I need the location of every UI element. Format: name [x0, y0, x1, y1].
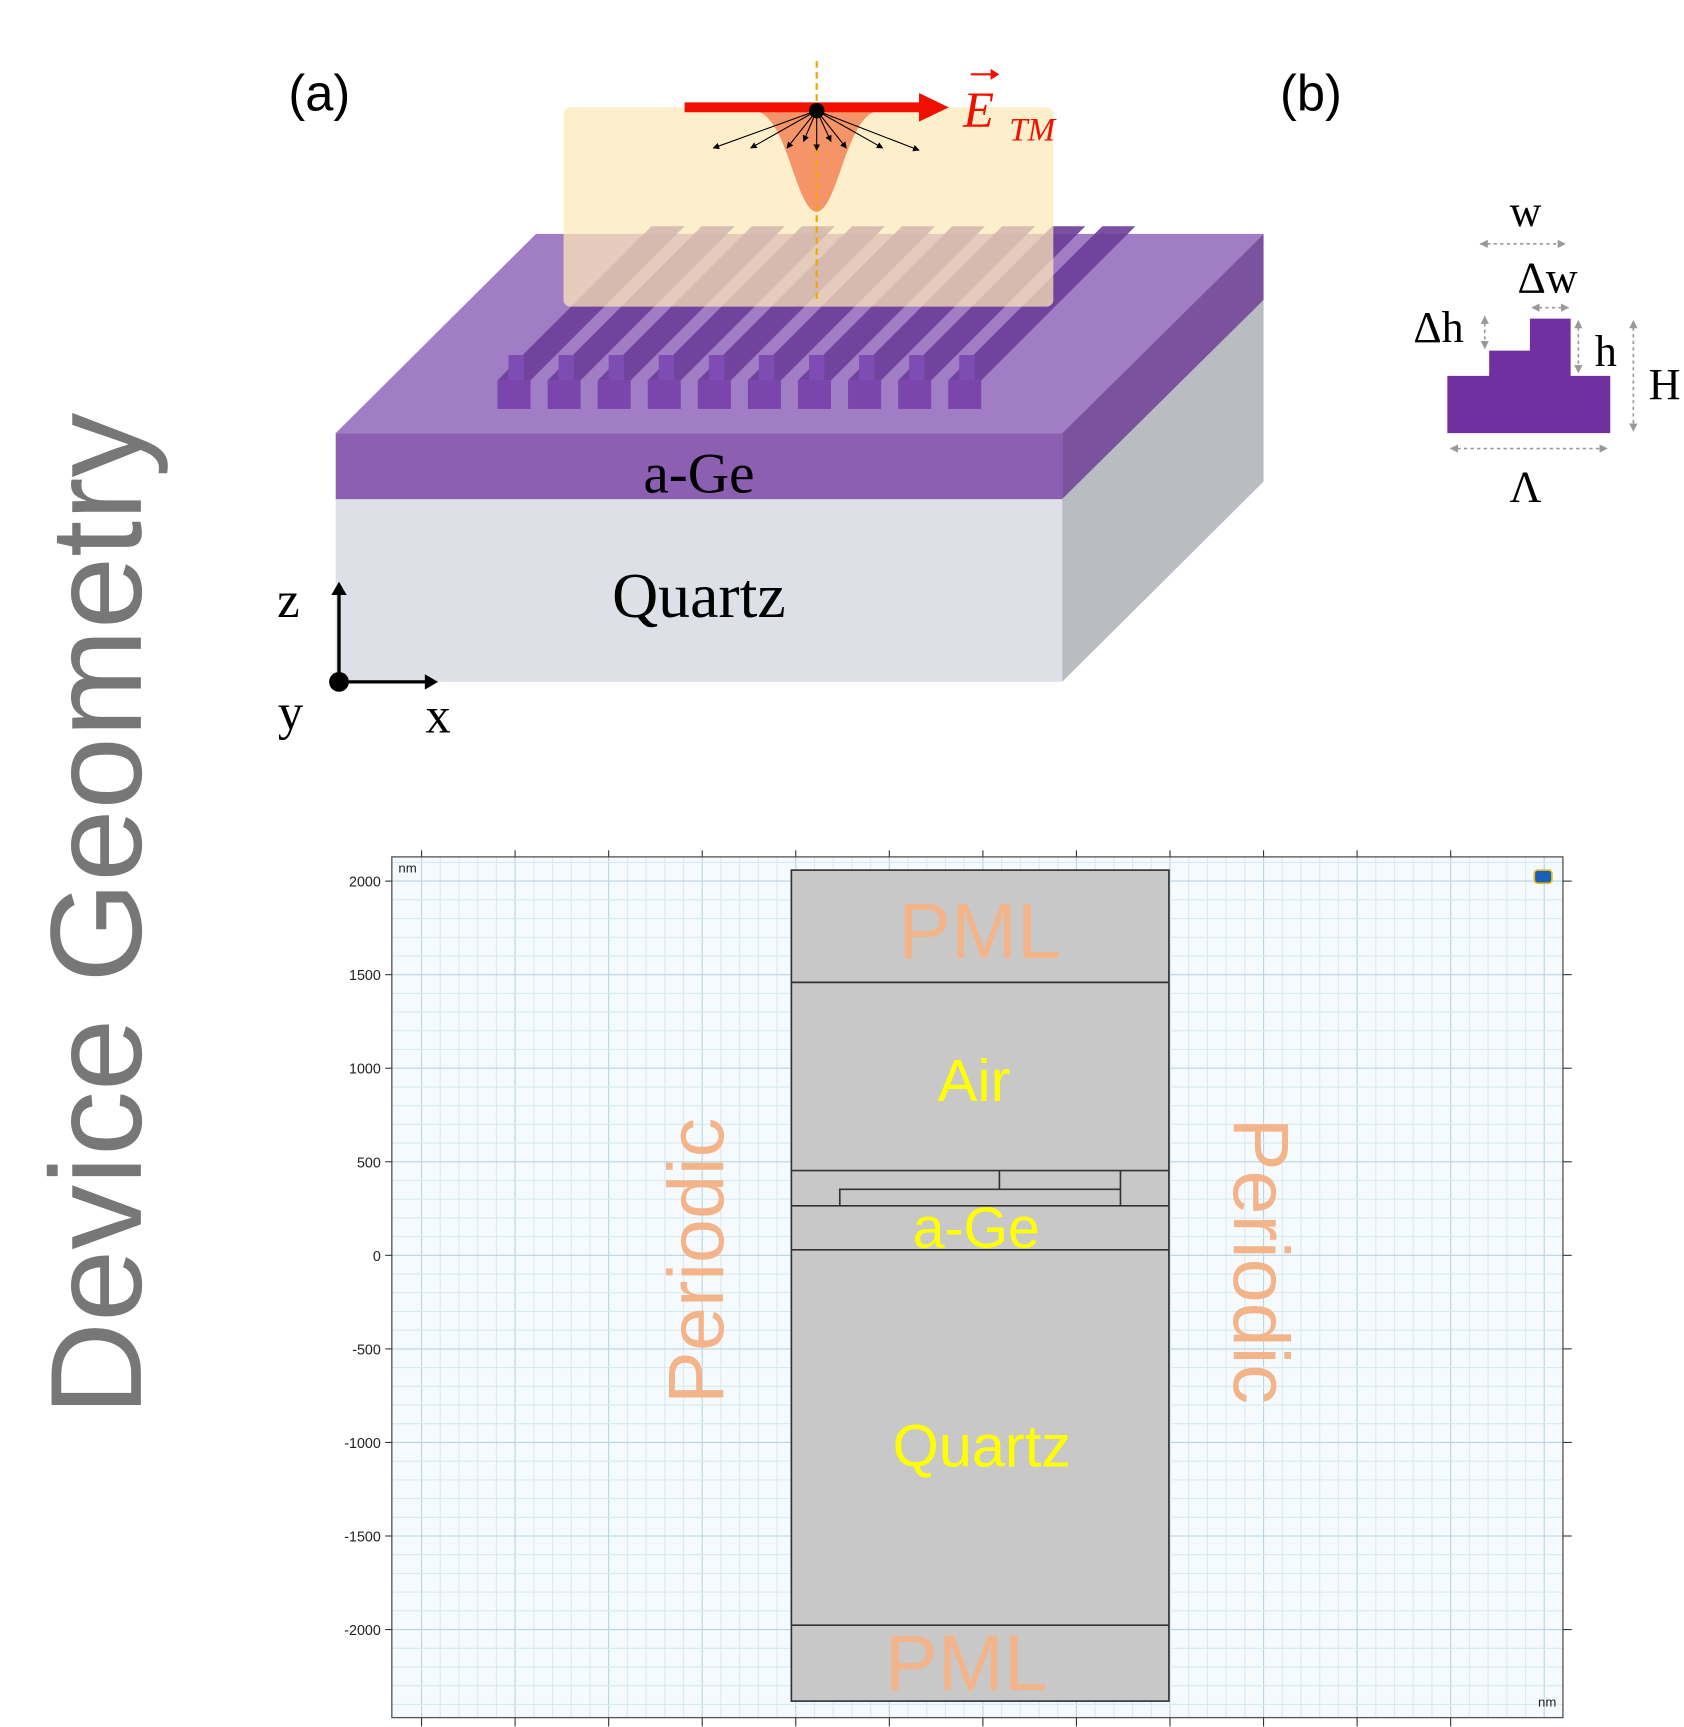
unit-cell — [1447, 319, 1610, 433]
grating-front — [798, 380, 831, 409]
region-label: Quartz — [893, 1413, 1071, 1480]
axis-label: z — [277, 572, 299, 628]
param-label: Δh — [1413, 303, 1463, 352]
y-tick-label: 1500 — [349, 968, 381, 984]
grating-front — [648, 380, 681, 409]
param-label: Λ — [1510, 462, 1542, 511]
panel-label: (a) — [288, 65, 350, 122]
field-subscript: TM — [1009, 112, 1056, 148]
grating-ridge — [559, 355, 574, 380]
grating-ridge — [659, 355, 674, 380]
source-point — [809, 103, 824, 118]
grating-ridge — [709, 355, 724, 380]
panel-a: (a) E TM a-Ge Quartz z y x — [277, 61, 1263, 743]
y-tick-label: 1000 — [349, 1062, 381, 1078]
grating-ridge — [509, 355, 524, 380]
param-label: H — [1649, 360, 1681, 409]
boundary-label: Periodic — [1217, 1118, 1306, 1404]
y-tick-label: 0 — [373, 1249, 381, 1265]
grating-front — [698, 380, 731, 409]
domain — [791, 870, 1169, 1701]
region-label: Air — [938, 1047, 1011, 1114]
layer-label: a-Ge — [643, 443, 754, 506]
grating-front — [948, 380, 981, 409]
grating-front — [848, 380, 881, 409]
axis-label: x — [425, 688, 450, 744]
toolbar-icon[interactable] — [1534, 870, 1552, 883]
param-label: h — [1595, 327, 1617, 376]
y-axis-dot — [329, 672, 349, 692]
y-tick-label: -1000 — [344, 1436, 381, 1452]
figure: Device Geometry (a) E TM a-Ge Quartz z y… — [0, 0, 1684, 1727]
axis-label: y — [278, 684, 304, 740]
y-tick-label: -1500 — [344, 1530, 381, 1546]
grating-ridge — [809, 355, 824, 380]
grating-ridge — [759, 355, 774, 380]
grating-ridge — [609, 355, 624, 380]
grating-front — [548, 380, 581, 409]
grating-ridge — [959, 355, 974, 380]
panel-label: (b) — [1280, 65, 1342, 122]
param-label: w — [1510, 187, 1542, 236]
vector-mark-head — [991, 69, 1000, 80]
boundary-label: Periodic — [651, 1118, 740, 1404]
panel-b: (b) w Δw Δh h H Λ — [1280, 65, 1681, 512]
grating-ridge — [859, 355, 874, 380]
layer-label: Quartz — [612, 560, 786, 631]
figure-title: Device Geometry — [23, 413, 169, 1416]
unit-label: nm — [1538, 1695, 1556, 1710]
y-tick-label: 2000 — [349, 875, 381, 891]
region-label: a-Ge — [913, 1197, 1040, 1261]
param-label: Δw — [1517, 253, 1577, 302]
unit-label: nm — [398, 860, 416, 875]
y-tick-label: 500 — [357, 1155, 381, 1171]
grating-front — [898, 380, 931, 409]
y-tick-label: -500 — [352, 1342, 381, 1358]
simulation-plot: nm nm PML Air a-Ge Quartz PML Periodic P… — [344, 850, 1571, 1727]
region-label: PML — [885, 1618, 1048, 1707]
page: {"title": "Device Geometry", "panel_a": … — [0, 0, 1684, 1727]
region-label: PML — [898, 886, 1061, 975]
grating-front — [497, 380, 530, 409]
grating-front — [598, 380, 631, 409]
y-tick-label: -2000 — [344, 1623, 381, 1639]
grating-front — [748, 380, 781, 409]
field-label: E — [962, 82, 994, 138]
grating-ridge — [909, 355, 924, 380]
